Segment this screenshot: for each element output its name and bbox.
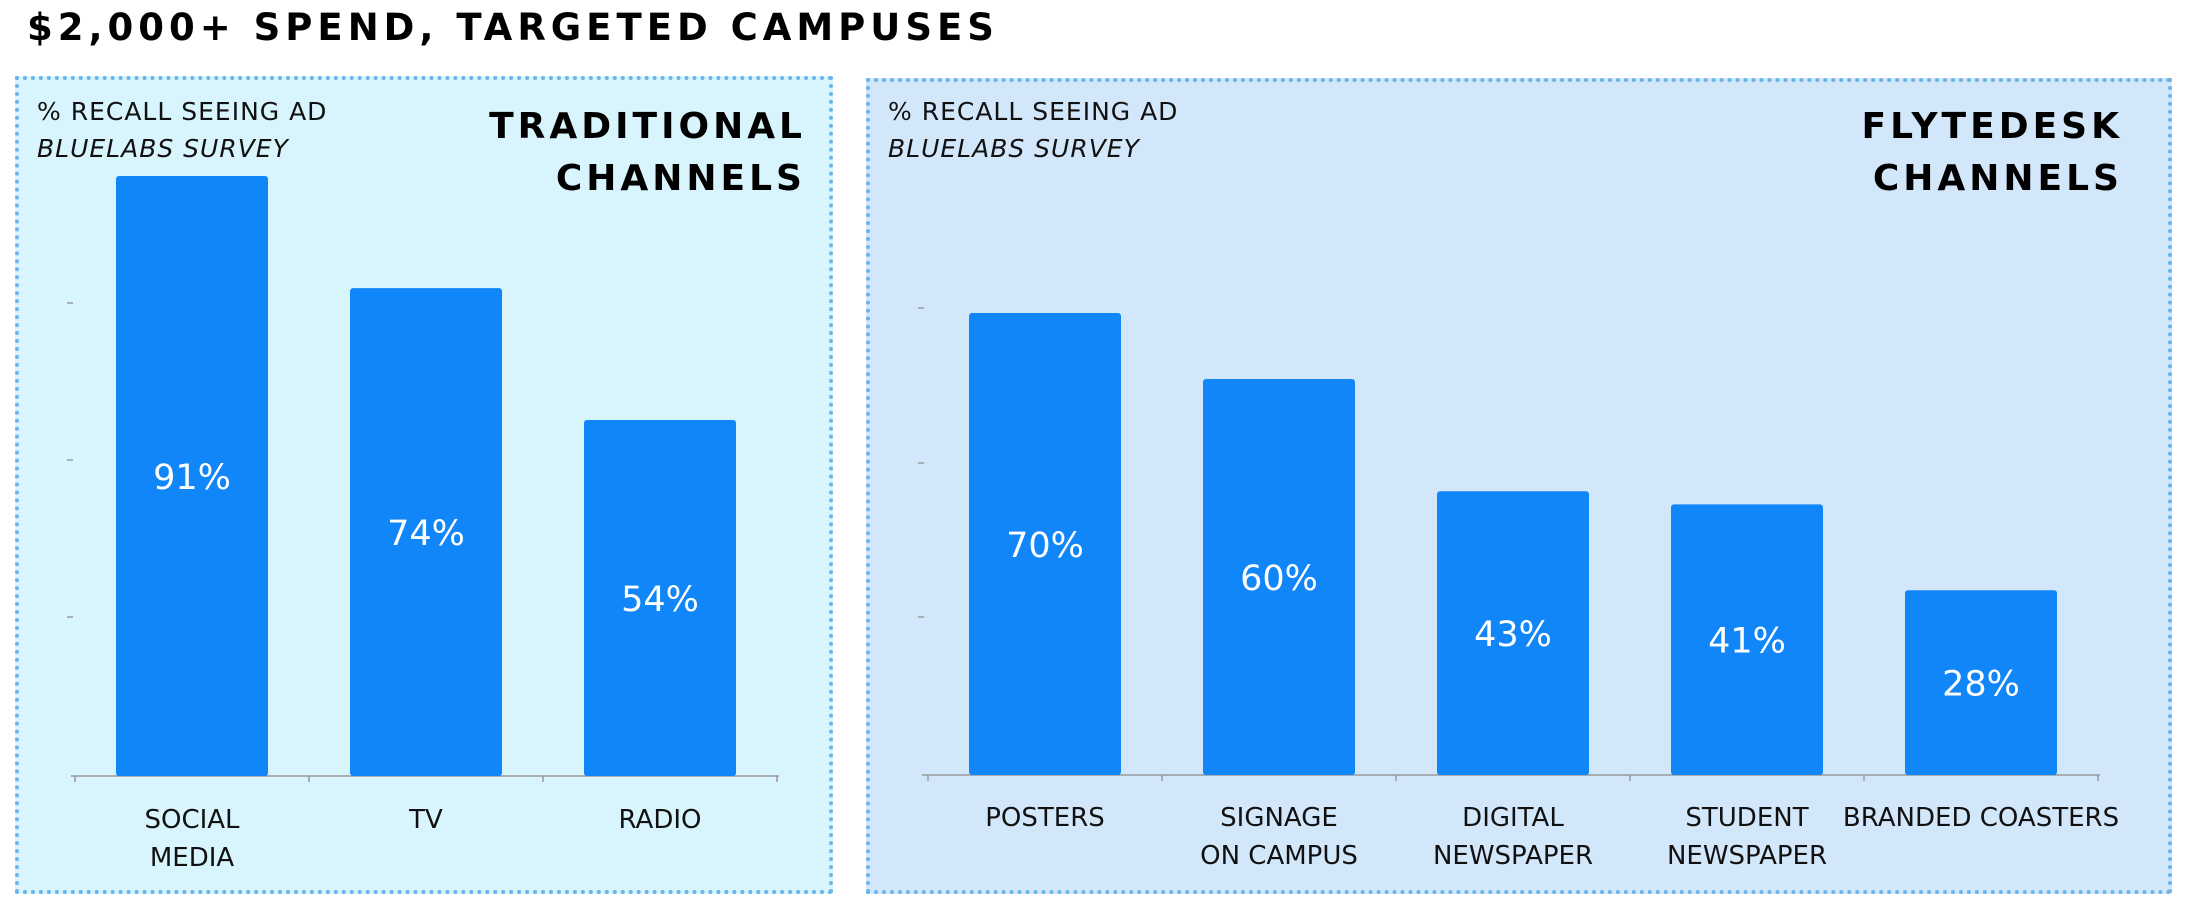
traditional-channels-chart: % RECALL SEEING AD BLUELABS SURVEY TRADITI…: [37, 97, 806, 873]
flytedesk-ylabel: % RECALL SEEING AD: [888, 97, 1178, 126]
traditional-value-label-3: 54%: [621, 580, 699, 620]
flytedesk-bar-3: [1437, 491, 1589, 775]
traditional-category-label-1-line-1: SOCIAL: [144, 805, 240, 835]
flytedesk-category-label-5-line-1: BRANDED COASTERS: [1843, 803, 2119, 833]
flytedesk-bar-2: [1203, 379, 1355, 775]
flytedesk-channels-panel: % RECALL SEEING AD BLUELABS SURVEY FLYTEDE…: [866, 78, 2172, 894]
flytedesk-value-label-5: 28%: [1942, 665, 2020, 705]
traditional-category-label-2-line-1: TV: [408, 805, 443, 835]
flytedesk-category-label-1-line-1: POSTERS: [985, 803, 1105, 833]
flytedesk-heading-line-1: FLYTEDESK: [1862, 106, 2123, 147]
traditional-heading-line-2: CHANNELS: [556, 158, 806, 199]
traditional-heading-line-1: TRADITIONAL: [489, 106, 806, 147]
traditional-category-label-1-line-2: MEDIA: [150, 843, 235, 873]
flytedesk-source: BLUELABS SURVEY: [888, 134, 1141, 163]
flytedesk-value-label-3: 43%: [1474, 615, 1552, 655]
traditional-ylabel: % RECALL SEEING AD: [37, 97, 327, 126]
flytedesk-channels-chart: % RECALL SEEING AD BLUELABS SURVEY FLYTEDE…: [888, 97, 2123, 871]
flytedesk-category-label-4-line-2: NEWSPAPER: [1667, 841, 1827, 871]
traditional-category-label-3-line-1: RADIO: [619, 805, 702, 835]
flytedesk-category-label-2-line-2: ON CAMPUS: [1200, 841, 1358, 871]
traditional-bar-2: [350, 288, 502, 776]
flytedesk-bar-1: [969, 313, 1121, 775]
flytedesk-category-label-3-line-1: DIGITAL: [1462, 803, 1564, 833]
traditional-bar-3: [584, 419, 736, 776]
flytedesk-category-label-4-line-1: STUDENT: [1685, 803, 1808, 833]
traditional-source: BLUELABS SURVEY: [37, 134, 290, 163]
flytedesk-category-label-2-line-1: SIGNAGE: [1220, 803, 1338, 833]
flytedesk-heading-line-2: CHANNELS: [1873, 158, 2123, 199]
flytedesk-bar-4: [1671, 504, 1823, 775]
flytedesk-value-label-2: 60%: [1240, 559, 1318, 599]
flytedesk-value-label-1: 70%: [1006, 526, 1084, 566]
traditional-channels-panel: % RECALL SEEING AD BLUELABS SURVEY TRADITI…: [15, 76, 833, 894]
flytedesk-category-label-3-line-2: NEWSPAPER: [1433, 841, 1593, 871]
traditional-bar-1: [116, 176, 268, 776]
traditional-value-label-1: 91%: [153, 458, 231, 498]
traditional-value-label-2: 74%: [387, 514, 465, 554]
page-title: $2,000+ SPEND, TARGETED CAMPUSES: [27, 6, 999, 49]
flytedesk-bar-5: [1905, 590, 2057, 775]
flytedesk-value-label-4: 41%: [1708, 622, 1786, 662]
